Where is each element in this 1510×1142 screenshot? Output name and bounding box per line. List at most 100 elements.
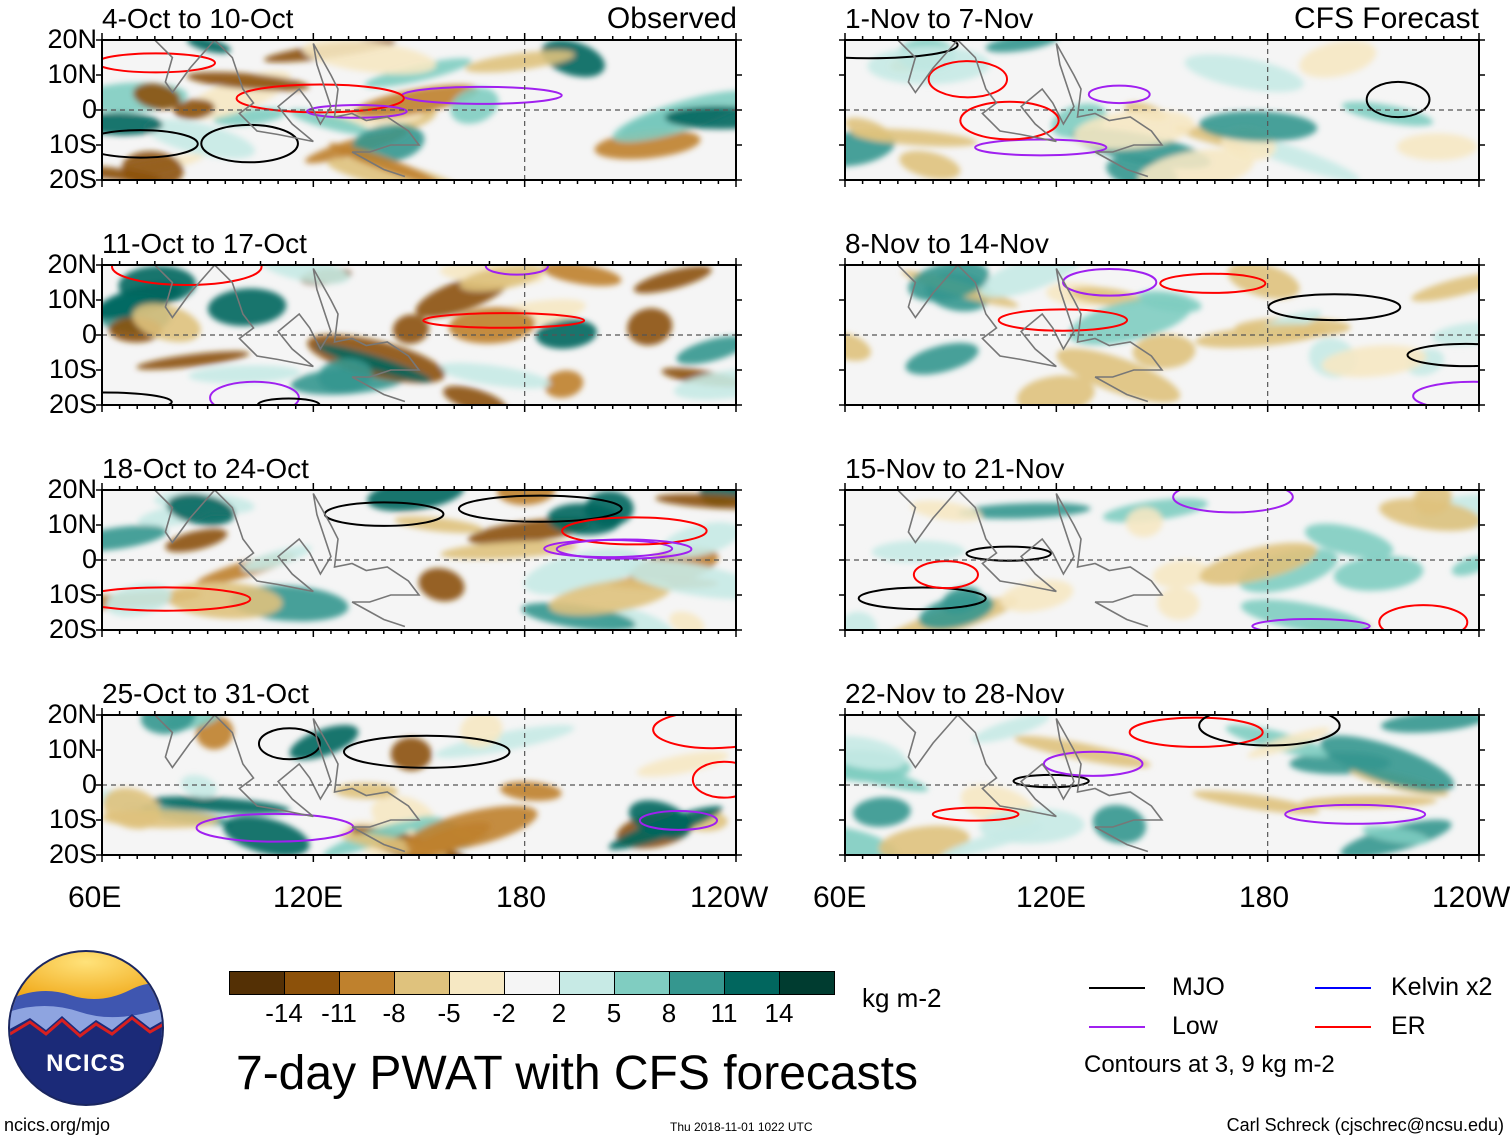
panel-title-fc1: 1-Nov to 7-Nov [845, 3, 1034, 34]
colorbar-tick-label: -5 [437, 998, 461, 1028]
panel-obs1 [96, 33, 742, 187]
panel-obs2 [96, 258, 742, 412]
pwat-anomaly-region [435, 724, 575, 758]
wave-contour [638, 810, 719, 831]
pwat-anomaly-region [102, 525, 168, 552]
pwat-anomaly-region [544, 370, 584, 398]
pwat-anomaly-region [334, 782, 399, 799]
wave-contour [200, 123, 299, 164]
wave-contour [1412, 380, 1479, 405]
wave-contour [1128, 716, 1264, 748]
lat-tick-label: 10S [48, 354, 97, 384]
lon-tick-60e-left: 60E [68, 881, 122, 914]
colorbar-tick-label: -2 [492, 998, 516, 1028]
pwat-anomaly-region [1240, 599, 1371, 630]
footer-website[interactable]: ncics.org/mjo [4, 1115, 111, 1135]
lat-tick-label: 20S [48, 839, 97, 869]
pwat-anomaly-region [1299, 40, 1377, 78]
colorbar-swatch [504, 971, 560, 995]
legend-mjo-label: MJO [1172, 973, 1225, 1001]
wave-contour [306, 104, 408, 119]
pwat-anomaly-region [443, 385, 507, 405]
footer-credit: Carl Schreck (cjschrec@ncsu.edu) [1226, 1115, 1504, 1135]
legend-kelvin-label: Kelvin x2 [1391, 973, 1493, 1001]
pwat-anomaly-region [1451, 556, 1479, 576]
pwat-anomaly-region [102, 809, 219, 829]
pwat-anomaly-region [899, 150, 961, 180]
pwat-anomaly-region [405, 805, 538, 853]
pwat-anomaly-region [289, 725, 359, 760]
colorbar-tick-label: -14 [265, 998, 303, 1028]
pwat-anomaly-region [144, 119, 255, 159]
pwat-anomaly-region [1321, 345, 1427, 378]
ncics-logo [8, 950, 164, 1106]
forecast-heading: CFS Forecast [1293, 2, 1479, 35]
pwat-anomaly-region [979, 808, 1085, 844]
panel-fc1 [839, 33, 1485, 187]
wave-contour [342, 734, 511, 769]
lon-tick-120e-left: 120E [273, 881, 344, 914]
pwat-anomaly-region [440, 540, 578, 560]
pwat-anomaly-region [664, 106, 736, 130]
wave-contour [102, 391, 173, 405]
pwat-anomaly-region [1432, 321, 1479, 346]
wave-contour [1251, 618, 1371, 630]
legend-er-label: ER [1391, 1012, 1426, 1040]
pwat-anomaly-region [1192, 790, 1320, 814]
pwat-anomaly-region [327, 157, 459, 180]
pwat-anomaly-region [102, 166, 162, 180]
pwat-anomaly-region [853, 797, 911, 827]
pwat-anomaly-region [867, 46, 991, 85]
panel-title-obs3: 18-Oct to 24-Oct [102, 453, 309, 484]
wave-contour [1042, 750, 1144, 777]
pwat-anomaly-region [972, 715, 1050, 743]
colorbar-swatch [284, 971, 340, 995]
pwat-anomaly-region [676, 336, 736, 365]
pwat-anomaly-region [549, 578, 672, 616]
pwat-anomaly-region [500, 781, 562, 801]
colorbar-tick-label: 2 [551, 998, 567, 1028]
pwat-anomaly-region [1132, 334, 1196, 369]
pwat-anomaly-region [329, 143, 438, 180]
pwat-anomaly-region [521, 602, 636, 630]
lat-tick-label: 20N [47, 474, 97, 504]
panel-obs3 [96, 483, 742, 637]
lat-tick-label: 10S [48, 804, 97, 834]
lat-tick-label: 0 [81, 769, 97, 799]
pwat-anomaly-region [845, 735, 906, 771]
pwat-anomaly-region [459, 265, 544, 292]
pwat-anomaly-region [1138, 148, 1254, 180]
colorbar-swatch [669, 971, 725, 995]
wave-contour [974, 138, 1108, 157]
wave-contour [1198, 715, 1341, 747]
pwat-anomaly-region [542, 265, 622, 286]
pwat-anomaly-region [166, 493, 235, 526]
wave-contour [1378, 604, 1469, 630]
pwat-anomaly-region [302, 40, 437, 75]
lat-tick-label: 0 [81, 544, 97, 574]
panel-title-fc4: 22-Nov to 28-Nov [845, 678, 1065, 709]
pwat-anomaly-region [1342, 101, 1434, 127]
pwat-anomaly-region [655, 493, 736, 510]
colorbar-swatch [559, 971, 615, 995]
wave-contour [561, 516, 708, 546]
pwat-anomaly-region [871, 540, 965, 563]
pwat-anomaly-region [905, 342, 979, 375]
colorbar-swatch [779, 971, 835, 995]
wave-contour [457, 494, 623, 523]
lon-tick-180-left: 180 [496, 881, 547, 914]
coastlines [897, 715, 1164, 853]
pwat-anomaly-region [979, 265, 1084, 298]
pwat-anomaly-region [523, 548, 642, 595]
pwat-anomaly-region [1247, 727, 1331, 758]
panel-title-fc2: 8-Nov to 14-Nov [845, 228, 1049, 259]
legend-kelvin-line [1315, 987, 1371, 989]
lat-tick-label: 0 [81, 94, 97, 124]
coastlines [154, 40, 421, 178]
wave-contour [102, 52, 216, 74]
colorbar-tick-label: 14 [764, 998, 794, 1028]
legend-low-label: Low [1172, 1012, 1218, 1040]
pwat-anomaly-region [985, 40, 1059, 53]
panel-fc4 [839, 708, 1485, 862]
